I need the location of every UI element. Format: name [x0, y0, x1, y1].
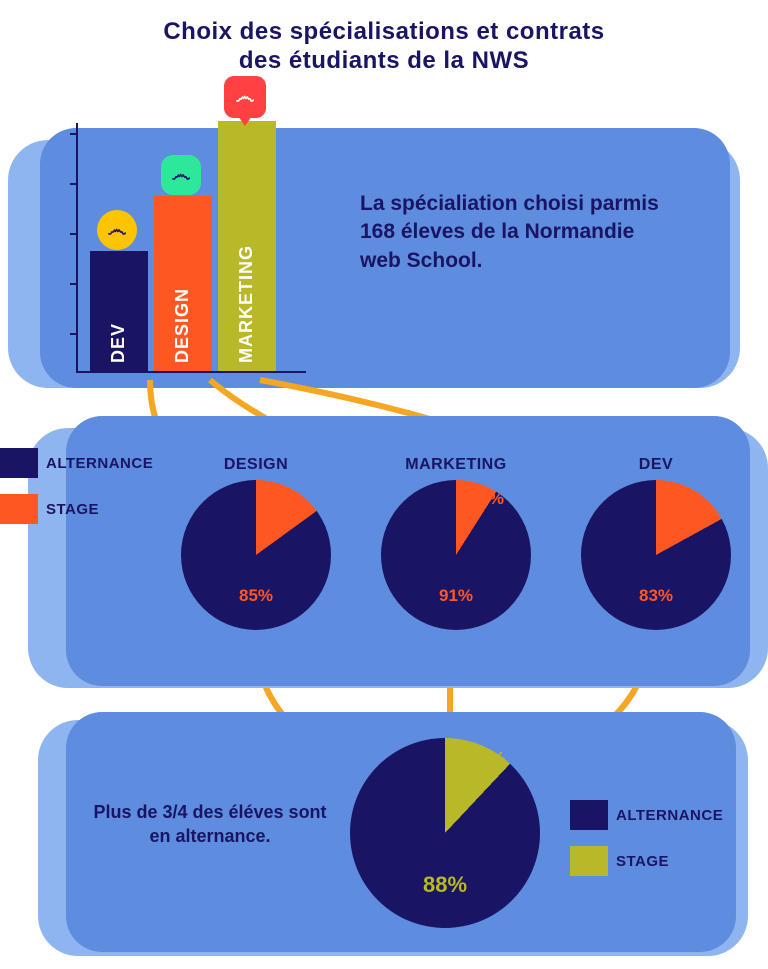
section1-description: La spécialiation choisi parmis 168 éleve… [360, 190, 670, 275]
legend-section3: ALTERNANCE STAGE [570, 800, 723, 892]
pie-dev: DEV 17% 83% [576, 456, 736, 630]
legend-row: STAGE [0, 494, 153, 524]
pie-title: MARKETING [376, 456, 536, 474]
legend-swatch [0, 494, 38, 524]
section3-description: Plus de 3/4 des éléves sont en alternanc… [90, 800, 330, 849]
legend-row: STAGE [570, 846, 723, 876]
title-line-1: Choix des spécialisations et contrats [163, 18, 604, 45]
legend-label: STAGE [46, 501, 99, 518]
squiggle-icon: ෴ [236, 86, 255, 109]
bar-design: DESIGN [154, 196, 212, 371]
pie-label-stage: 9% [479, 489, 504, 509]
badge-marketing: ෴ [224, 76, 266, 118]
pie-label-alternance: 91% [439, 586, 473, 606]
legend-row: ALTERNANCE [570, 800, 723, 830]
summary-pie: 12% 88% [350, 738, 540, 928]
y-tick [70, 133, 78, 135]
badge-design: ෴ [161, 155, 201, 195]
page-title: Choix des spécialisations et contrats de… [0, 0, 768, 76]
y-tick [70, 183, 78, 185]
bar-marketing: MARKETING [218, 121, 276, 371]
legend-swatch [570, 800, 608, 830]
squiggle-icon: ෴ [108, 219, 127, 242]
legend-label: ALTERNANCE [616, 807, 723, 824]
pie-title: DESIGN [176, 456, 336, 474]
y-tick [70, 333, 78, 335]
bar-dev: DEV [90, 251, 148, 371]
pie-label-alternance: 85% [239, 586, 273, 606]
pie-label-alternance: 83% [639, 586, 673, 606]
bar-label: MARKETING [236, 245, 257, 363]
pie-marketing: MARKETING 9% 91% [376, 456, 536, 630]
squiggle-icon: ෴ [172, 164, 191, 187]
pie-label-stage: 17% [670, 489, 704, 509]
pie-label-stage: 15% [270, 489, 304, 509]
pie-chart: 15% 85% [181, 480, 331, 630]
y-tick [70, 233, 78, 235]
legend-label: STAGE [616, 853, 669, 870]
badge-dev: ෴ [97, 210, 137, 250]
legend-swatch [0, 448, 38, 478]
pie-title: DEV [576, 456, 736, 474]
pie-label-alternance: 88% [423, 872, 467, 898]
y-tick [70, 283, 78, 285]
legend-label: ALTERNANCE [46, 455, 153, 472]
pie-design: DESIGN 15% 85% [176, 456, 336, 630]
bar-label: DESIGN [172, 288, 193, 363]
pie-chart: 17% 83% [581, 480, 731, 630]
title-line-2: des étudiants de la NWS [239, 47, 529, 74]
legend-swatch [570, 846, 608, 876]
pie-label-stage: 12% [466, 749, 506, 772]
pie-chart: 9% 91% [381, 480, 531, 630]
legend-section2: ALTERNANCE STAGE [0, 448, 153, 540]
legend-row: ALTERNANCE [0, 448, 153, 478]
bar-label: DEV [108, 323, 129, 363]
